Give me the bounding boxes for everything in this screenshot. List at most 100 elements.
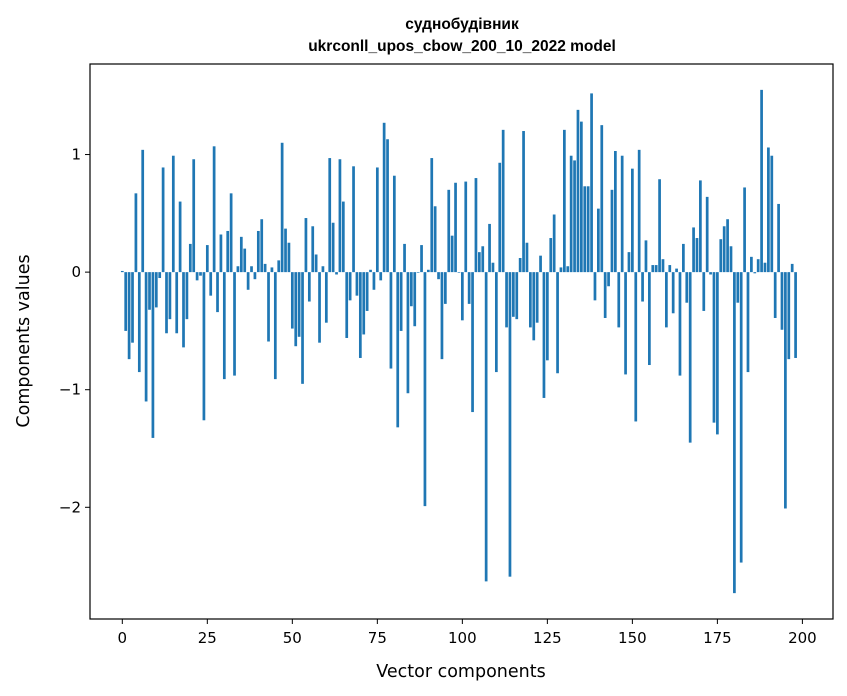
bar-45: [273, 272, 277, 380]
bar-59: [321, 266, 325, 273]
bar-120: [529, 272, 532, 328]
bar-31: [226, 230, 230, 273]
bar-51: [294, 272, 298, 347]
bar-167: [688, 272, 692, 443]
bar-189: [763, 262, 767, 273]
bar-11: [158, 272, 162, 279]
y-tick-label-0: 0: [71, 263, 81, 281]
x-tick-label-125: 125: [533, 629, 562, 647]
bar-14: [168, 272, 172, 320]
bar-79: [389, 272, 393, 369]
bar-88: [420, 245, 423, 273]
bar-126: [549, 238, 553, 273]
bar-130: [563, 129, 566, 273]
y-tick-label--2: −2: [59, 498, 81, 516]
bar-164: [678, 272, 682, 376]
x-tick-label-0: 0: [118, 629, 128, 647]
bar-66: [345, 272, 349, 338]
bar-48: [284, 228, 287, 273]
bar-147: [620, 155, 624, 273]
bar-54: [304, 218, 308, 273]
bar-53: [301, 272, 304, 384]
bar-195: [784, 272, 787, 509]
bar-154: [644, 240, 648, 273]
bar-96: [447, 189, 451, 273]
bar-112: [501, 129, 505, 273]
bar-21: [192, 159, 196, 273]
bar-0: [120, 270, 124, 273]
bar-13: [165, 272, 168, 334]
bar-60: [324, 272, 328, 323]
bar-43: [267, 272, 270, 342]
bar-123: [539, 255, 542, 273]
bar-122: [535, 272, 539, 323]
bar-74: [372, 272, 376, 290]
bar-196: [787, 272, 791, 360]
bars-group: [120, 89, 797, 594]
bar-103: [471, 272, 474, 413]
bar-84: [406, 272, 410, 394]
bar-67: [348, 272, 352, 301]
bar-55: [307, 272, 311, 302]
bar-22: [195, 272, 199, 281]
bar-183: [743, 187, 746, 273]
x-axis-ticks: 0 25 50 75 100 125 150 175 200: [118, 619, 817, 647]
bar-77: [382, 122, 386, 273]
bar-95: [443, 272, 447, 304]
bar-138: [590, 93, 593, 273]
bar-76: [379, 272, 383, 281]
bar-117: [518, 258, 522, 273]
bar-165: [682, 243, 685, 273]
bar-148: [624, 272, 627, 375]
x-tick-label-100: 100: [448, 629, 477, 647]
bar-119: [525, 242, 529, 273]
bar-191: [770, 155, 774, 273]
bar-46: [277, 260, 281, 273]
bar-177: [722, 226, 726, 273]
bar-39: [253, 272, 257, 280]
x-tick-label-75: 75: [368, 629, 387, 647]
bar-198: [794, 272, 797, 358]
bar-144: [610, 189, 614, 273]
bar-30: [222, 272, 226, 380]
bar-140: [597, 208, 600, 273]
x-axis-label: Vector components: [376, 662, 545, 682]
bar-178: [726, 219, 729, 273]
bar-65: [341, 201, 345, 273]
bar-4: [134, 193, 138, 273]
bar-166: [685, 272, 689, 303]
bar-125: [546, 272, 549, 361]
bar-71: [362, 272, 366, 335]
bar-3: [131, 272, 134, 343]
bar-28: [216, 272, 219, 313]
bar-146: [617, 272, 621, 328]
bar-64: [338, 159, 342, 273]
bar-57: [314, 254, 318, 273]
bar-180: [733, 272, 736, 594]
bar-179: [729, 246, 733, 273]
bar-132: [569, 155, 573, 273]
bar-16: [175, 272, 179, 334]
bar-58: [318, 272, 321, 343]
bar-162: [671, 272, 675, 314]
bar-156: [651, 265, 655, 273]
x-tick-label-175: 175: [703, 629, 732, 647]
x-tick-label-150: 150: [618, 629, 647, 647]
bar-109: [491, 262, 495, 273]
bar-102: [467, 272, 471, 304]
chart-title-line-1: суднобудівник: [405, 16, 519, 33]
bar-134: [576, 109, 580, 273]
bar-158: [658, 179, 661, 273]
bar-97: [450, 235, 454, 273]
bar-163: [675, 268, 678, 273]
plot-area-frame: [89, 63, 834, 620]
bar-56: [311, 226, 315, 273]
bar-99: [457, 272, 461, 273]
bar-174: [712, 272, 716, 423]
bar-34: [236, 266, 240, 273]
bar-35: [239, 236, 243, 273]
bar-33: [233, 272, 236, 376]
bar-25: [205, 245, 209, 273]
bar-150: [631, 168, 634, 273]
